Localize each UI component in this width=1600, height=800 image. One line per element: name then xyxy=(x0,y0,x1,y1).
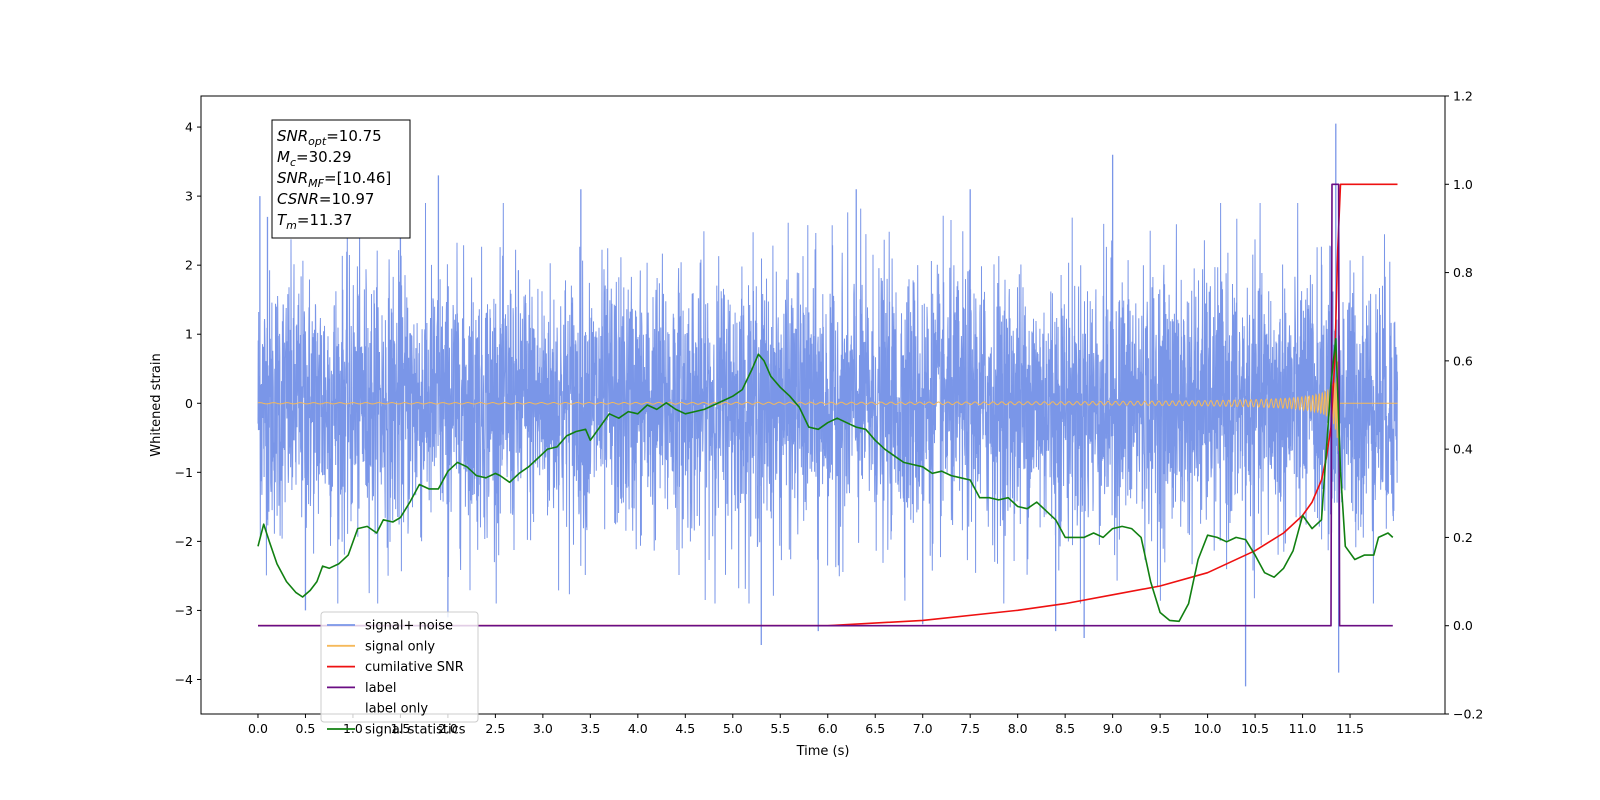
y2-tick-label: 0.4 xyxy=(1453,442,1473,457)
y2-tick-label: 1.2 xyxy=(1453,89,1473,104)
x-tick-label: 7.0 xyxy=(913,721,933,736)
x-tick-label: 0.0 xyxy=(248,721,268,736)
x-tick-label: 10.0 xyxy=(1194,721,1222,736)
plot-area xyxy=(257,123,1398,687)
series-cumulative-snr xyxy=(258,183,1398,627)
legend-label: signal+ noise xyxy=(365,619,453,634)
x-tick-label: 5.5 xyxy=(770,721,790,736)
series-signal-statistics xyxy=(257,337,1394,623)
y-tick-label: −3 xyxy=(175,603,193,618)
annotation-box: SNRopt=10.75Mc=30.29SNRMF=[10.46]CSNR=10… xyxy=(271,119,411,239)
y-tick-label: 2 xyxy=(185,258,193,273)
y-tick-label: 3 xyxy=(185,189,193,204)
x-tick-label: 9.0 xyxy=(1103,721,1123,736)
x-tick-label: 2.5 xyxy=(485,721,505,736)
x-tick-label: 7.5 xyxy=(960,721,980,736)
y-axis-label: Whitened strain xyxy=(149,353,164,456)
annotation-line: SNRMF=[10.46] xyxy=(277,169,391,190)
y-tick-label: −4 xyxy=(175,672,193,687)
x-tick-label: 1.5 xyxy=(390,721,410,736)
x-tick-label: 4.5 xyxy=(675,721,695,736)
series-signal-noise xyxy=(257,202,1398,604)
y2-tick-label: 0.0 xyxy=(1453,618,1473,633)
y-tick-label: 0 xyxy=(185,396,193,411)
annotation-line: Tm=11.37 xyxy=(277,211,352,232)
legend-frame xyxy=(320,611,479,723)
x-tick-label: 10.5 xyxy=(1241,721,1269,736)
y-tick-label: −2 xyxy=(175,534,193,549)
x-tick-label: 11.5 xyxy=(1336,721,1364,736)
legend-label: label only xyxy=(365,702,428,717)
x-tick-label: 2.0 xyxy=(438,721,458,736)
x-tick-label: 11.0 xyxy=(1289,721,1317,736)
legend-label: signal only xyxy=(365,639,435,654)
x-tick-label: 0.5 xyxy=(296,721,316,736)
y2-axis: 1.2 1.0 0.8 0.6 0.4 0.2 0.0 −0.2 xyxy=(1445,89,1483,722)
x-tick-label: 4.0 xyxy=(628,721,648,736)
x-tick-label: 8.0 xyxy=(1008,721,1028,736)
legend: signal+ noise signal only cumilative SNR la… xyxy=(320,611,479,738)
x-axis: 0.0 0.5 1.0 1.5 2.0 2.5 3.0 3.5 4.0 4.5 5.0 5.5 6.0 6… xyxy=(248,714,1364,736)
x-tick-label: 8.5 xyxy=(1055,721,1075,736)
x-tick-label: 3.0 xyxy=(533,721,553,736)
y2-tick-label: 1.0 xyxy=(1453,177,1473,192)
legend-label: cumilative SNR xyxy=(365,660,464,675)
annotation-frame xyxy=(271,119,411,239)
annotation-line: CSNR=10.97 xyxy=(277,190,374,208)
y-tick-label: 1 xyxy=(185,327,193,342)
series-signal-only xyxy=(257,361,1398,452)
legend-label: signal statistics xyxy=(365,723,466,738)
x-tick-label: 9.5 xyxy=(1150,721,1170,736)
y-axis: 4 3 2 1 0 −1 −2 −3 −4 xyxy=(175,120,201,687)
y2-tick-label: −0.2 xyxy=(1453,707,1483,722)
y2-tick-label: 0.6 xyxy=(1453,353,1473,368)
y2-tick-label: 0.2 xyxy=(1453,530,1473,545)
y-tick-label: 4 xyxy=(185,120,193,135)
x-tick-label: 6.5 xyxy=(865,721,885,736)
x-axis-label: Time (s) xyxy=(796,744,850,759)
annotation-line: SNRopt=10.75 xyxy=(277,127,382,148)
x-tick-label: 5.0 xyxy=(723,721,743,736)
x-tick-label: 6.0 xyxy=(818,721,838,736)
annotation-line: Mc=30.29 xyxy=(277,148,352,169)
axes-frame xyxy=(200,95,1446,715)
x-tick-label: 3.5 xyxy=(580,721,600,736)
y-tick-label: −1 xyxy=(175,465,193,480)
legend-label: label xyxy=(365,681,396,696)
series-label xyxy=(258,183,1393,627)
y2-tick-label: 0.8 xyxy=(1453,265,1473,280)
